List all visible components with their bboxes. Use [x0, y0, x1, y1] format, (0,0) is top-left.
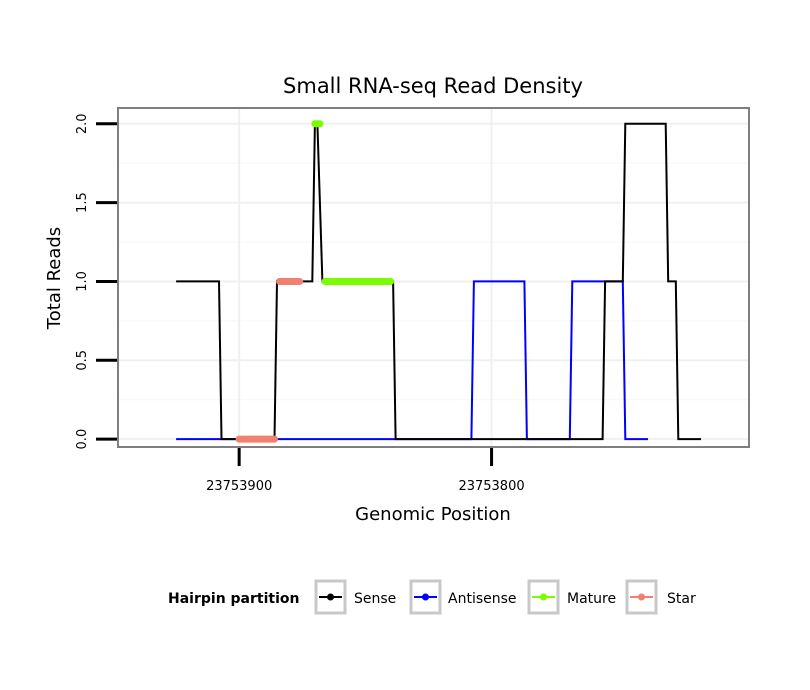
- legend-label-antisense: Antisense: [448, 591, 517, 607]
- series-layer: [176, 120, 701, 443]
- legend: Hairpin partition Sense Antisense Mature St…: [168, 579, 696, 615]
- x-axis: 23753900 23753800: [206, 448, 525, 494]
- x-tick-label: 23753800: [458, 479, 524, 494]
- y-tick-label: 0.0: [75, 429, 90, 450]
- y-axis: 0.0 0.5 1.0 1.5 2.0: [75, 113, 117, 449]
- y-axis-title: Total Reads: [44, 227, 65, 330]
- legend-label-star: Star: [667, 591, 696, 607]
- plot-panel-border: [117, 107, 750, 448]
- legend-key-point-mature: [540, 593, 547, 601]
- chart-title: Small RNA-seq Read Density: [283, 74, 583, 98]
- legend-label-mature: Mature: [567, 591, 616, 607]
- y-tick-label: 2.0: [75, 113, 90, 134]
- legend-key-star: [625, 579, 658, 615]
- legend-key-point-star: [638, 593, 645, 601]
- y-tick-label: 0.5: [75, 350, 90, 371]
- x-axis-title: Genomic Position: [355, 504, 511, 525]
- y-tick-label: 1.5: [75, 192, 90, 213]
- legend-title: Hairpin partition: [168, 591, 299, 607]
- y-tick-label: 1.0: [75, 271, 90, 292]
- gridlines: [118, 108, 749, 447]
- legend-key-point-antisense: [422, 593, 429, 601]
- x-tick-label: 23753900: [206, 479, 272, 494]
- legend-label-sense: Sense: [354, 591, 396, 607]
- legend-key-point-sense: [327, 593, 334, 601]
